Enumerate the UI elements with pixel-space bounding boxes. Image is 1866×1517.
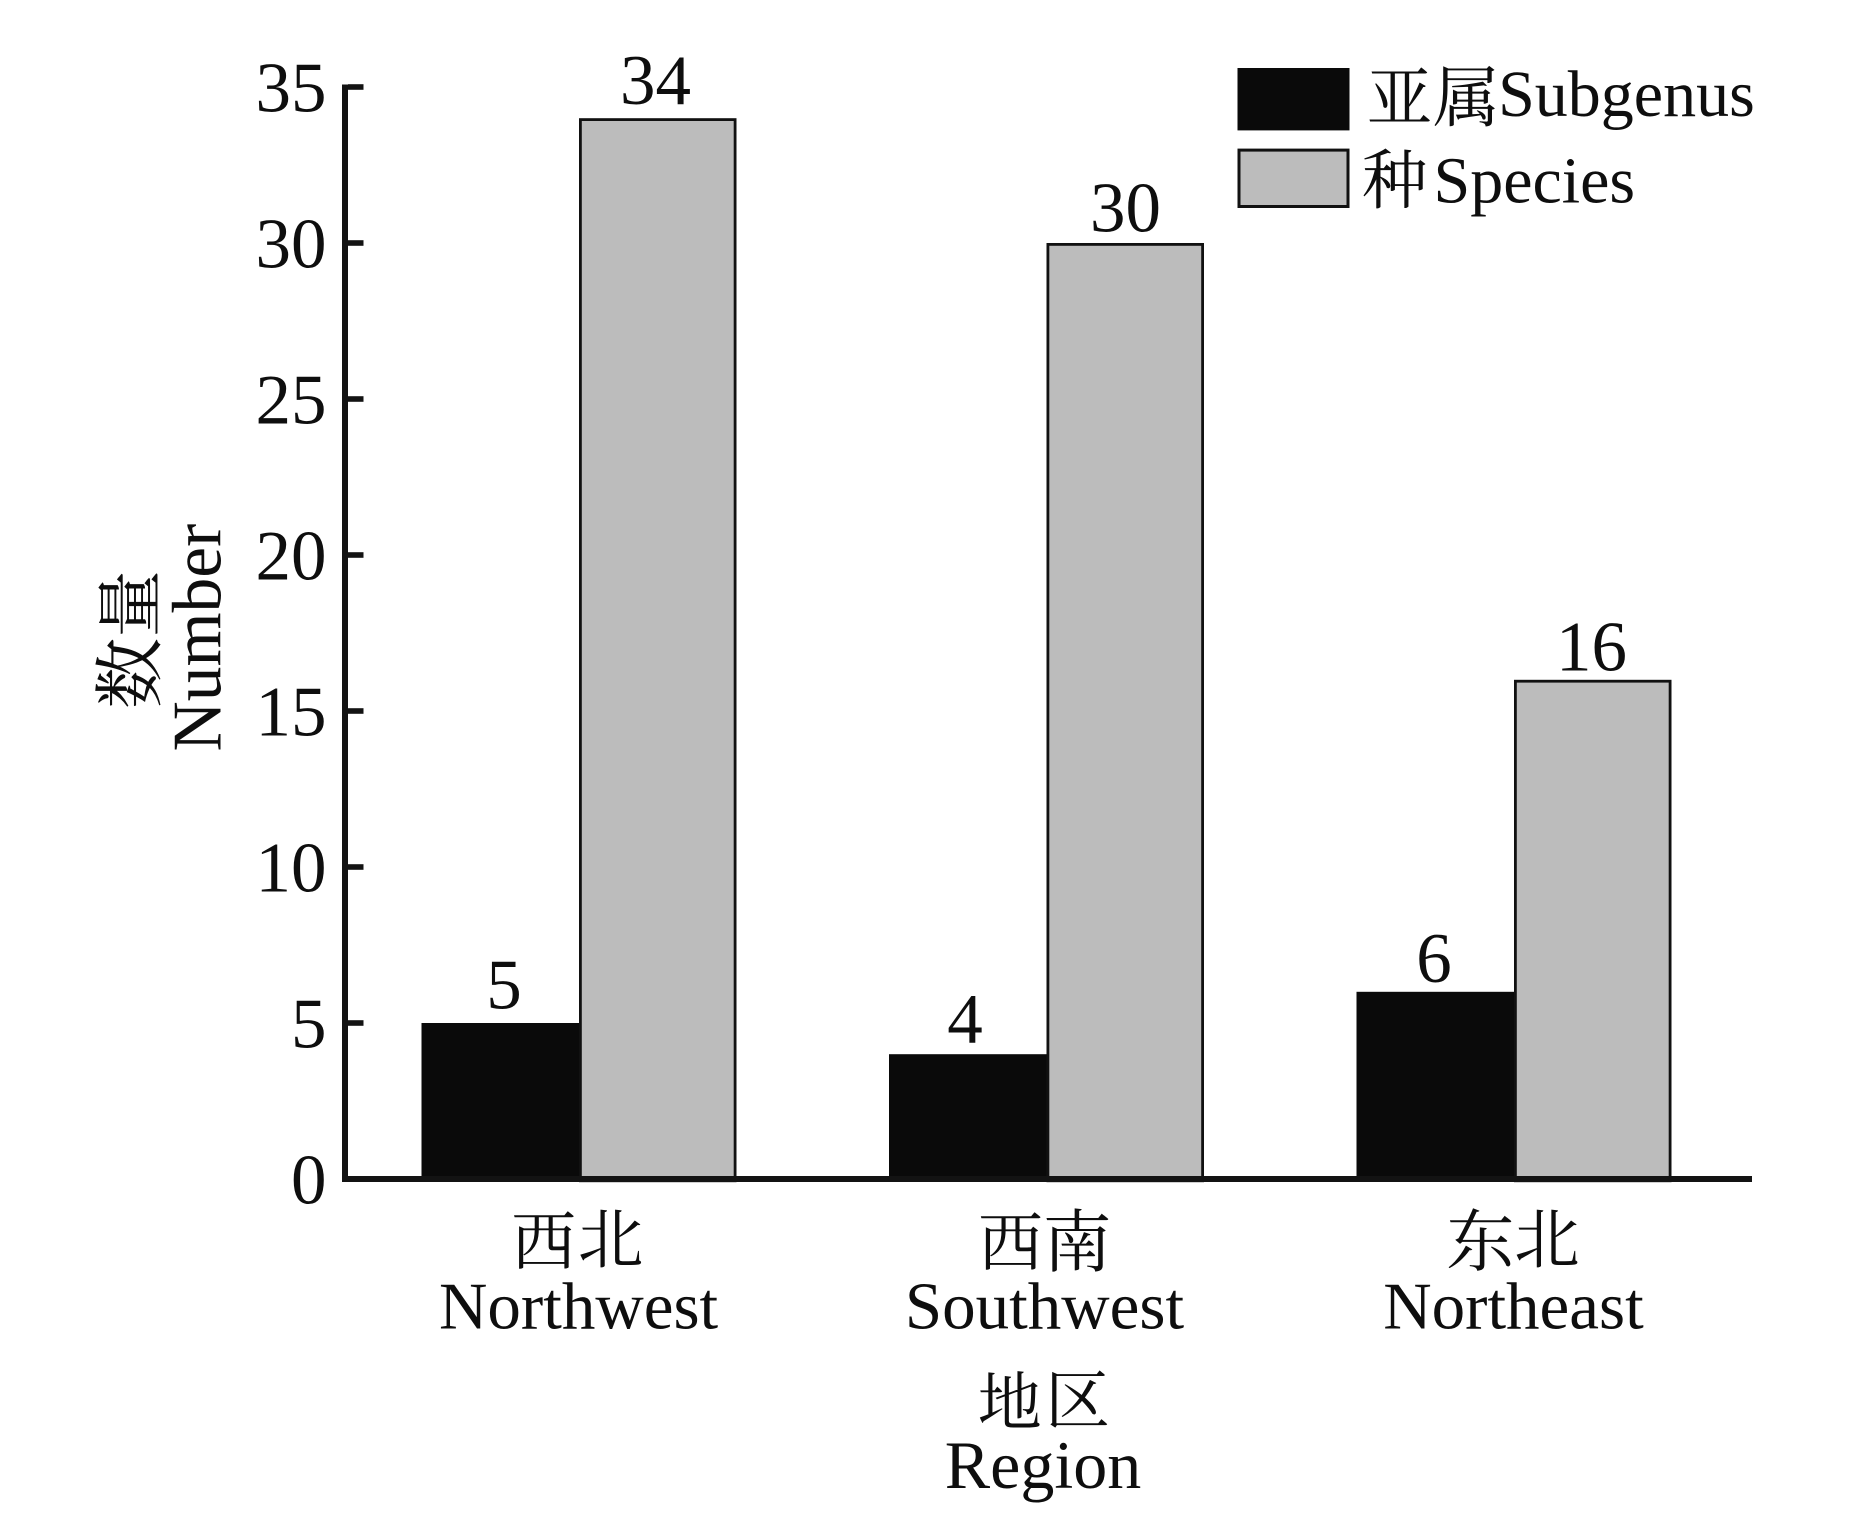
svg-text:25: 25 — [256, 362, 327, 440]
svg-text:35: 35 — [256, 50, 327, 128]
svg-text:5: 5 — [486, 947, 522, 1025]
svg-text:6: 6 — [1416, 920, 1452, 998]
svg-text:Species: Species — [1434, 145, 1636, 218]
svg-text:5: 5 — [291, 986, 327, 1064]
svg-text:Southwest: Southwest — [905, 1270, 1185, 1344]
svg-text:20: 20 — [256, 518, 327, 596]
svg-text:15: 15 — [256, 674, 327, 752]
svg-text:16: 16 — [1556, 609, 1627, 687]
svg-text:4: 4 — [947, 981, 983, 1059]
svg-text:Subgenus: Subgenus — [1498, 58, 1755, 131]
svg-text:0: 0 — [291, 1142, 327, 1220]
svg-text:30: 30 — [256, 206, 327, 284]
svg-text:34: 34 — [620, 42, 691, 120]
svg-text:10: 10 — [256, 830, 327, 908]
svg-text:30: 30 — [1090, 170, 1161, 248]
svg-text:Region: Region — [945, 1427, 1141, 1503]
svg-text:Northeast: Northeast — [1383, 1270, 1644, 1344]
svg-text:Northwest: Northwest — [439, 1270, 719, 1344]
svg-text:Number: Number — [159, 524, 236, 752]
